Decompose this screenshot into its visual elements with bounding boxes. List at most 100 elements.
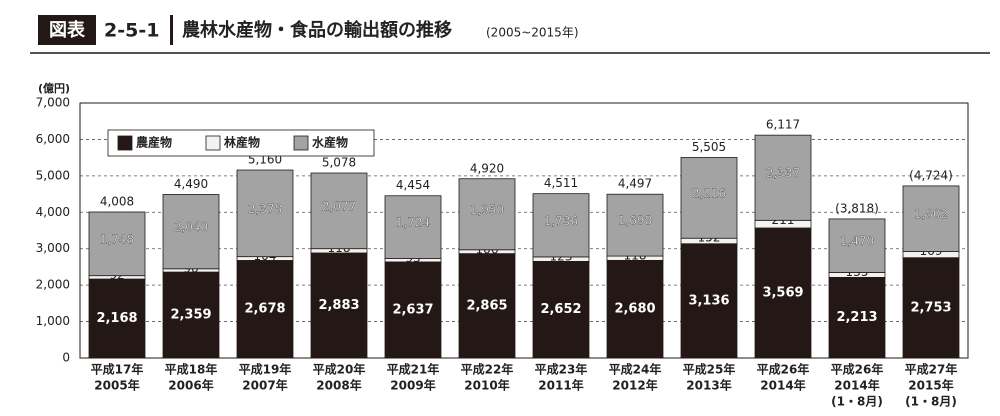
segment-label: 2,359 xyxy=(170,308,211,323)
y-axis-label: (億円) xyxy=(38,81,70,95)
segment-label: 1,748 xyxy=(100,232,134,246)
segment-label: 2,637 xyxy=(392,302,433,317)
x-tick-label: 2013年 xyxy=(686,378,731,393)
total-label: 4,920 xyxy=(470,161,504,175)
bar-segment xyxy=(828,276,886,359)
x-tick-label: 2009年 xyxy=(390,378,435,393)
title: 農林水産物・食品の輸出額の推移 xyxy=(182,19,452,41)
x-tick-label: 2007年 xyxy=(242,378,287,393)
x-tick-label: 平成17年 xyxy=(91,362,144,377)
y-tick-label: 4,000 xyxy=(36,205,70,219)
bar-segment xyxy=(680,243,738,359)
bar-segment xyxy=(902,257,960,359)
legend-label: 農産物 xyxy=(136,135,172,150)
x-tick-label: 平成20年 xyxy=(313,362,366,377)
x-tick-label: 2008年 xyxy=(316,378,361,393)
y-tick-label: 1,000 xyxy=(36,314,70,328)
bar-segment xyxy=(88,278,146,359)
badge: 図表 xyxy=(49,19,86,41)
bar-segment xyxy=(532,193,590,258)
x-tick-label: 2014年 xyxy=(760,378,805,393)
y-tick-label: 2,000 xyxy=(36,278,70,292)
x-tick-label: 平成23年 xyxy=(535,362,588,377)
total-label: 5,505 xyxy=(692,140,726,154)
bar-segment xyxy=(754,227,812,359)
x-tick-label: 2006年 xyxy=(168,378,213,393)
segment-label: 2,168 xyxy=(96,311,137,326)
bar-segment xyxy=(310,172,368,250)
segment-label: 1,802 xyxy=(914,207,948,221)
bar-segment xyxy=(458,253,516,359)
x-tick-label: 平成27年 xyxy=(905,362,958,377)
x-tick-label: 平成26年 xyxy=(757,362,810,377)
x-tick-label: 2010年 xyxy=(464,378,509,393)
total-label: 4,008 xyxy=(100,194,134,208)
bar-segment xyxy=(606,259,664,359)
bar-segment xyxy=(680,157,738,239)
segment-label: 1,698 xyxy=(618,214,652,228)
segment-label: 2,077 xyxy=(322,199,356,213)
x-tick-label: (1・8月) xyxy=(905,395,957,409)
segment-label: 2,865 xyxy=(466,298,507,313)
x-tick-label: 2011年 xyxy=(538,378,583,393)
x-tick-label: 平成26年 xyxy=(831,362,884,377)
figure-number: 2-5-1 xyxy=(104,20,159,42)
legend-label: 水産物 xyxy=(312,135,348,150)
y-tick-label: 0 xyxy=(62,351,70,365)
bar-segment xyxy=(162,271,220,359)
segment-label: 1,470 xyxy=(840,234,874,248)
total-label: 6,117 xyxy=(766,118,800,132)
total-label: 4,454 xyxy=(396,178,430,192)
total-label: 4,497 xyxy=(618,177,652,191)
x-tick-label: 平成24年 xyxy=(609,362,662,377)
segment-label: 3,136 xyxy=(688,293,729,308)
y-tick-label: 5,000 xyxy=(36,168,70,182)
subtitle: (2005~2015年) xyxy=(486,26,579,40)
segment-label: 2,678 xyxy=(244,302,285,317)
bar-segment xyxy=(532,260,590,359)
bar-segment xyxy=(384,261,442,359)
segment-label: 2,652 xyxy=(540,302,581,317)
bar-segment xyxy=(828,218,886,273)
legend-swatch xyxy=(117,135,133,151)
x-tick-label: 2005年 xyxy=(94,378,139,393)
y-tick-label: 7,000 xyxy=(36,96,70,110)
y-tick-label: 6,000 xyxy=(36,132,70,146)
x-tick-label: (1・8月) xyxy=(831,395,883,409)
bar-segment xyxy=(902,185,960,252)
legend-swatch xyxy=(293,135,309,151)
segment-label: 2,753 xyxy=(910,300,951,315)
total-label: 4,490 xyxy=(174,177,208,191)
segment-label: 1,736 xyxy=(544,214,578,228)
bar-segment xyxy=(310,252,368,359)
x-tick-label: 平成22年 xyxy=(461,362,514,377)
total-label: (4,724) xyxy=(909,168,953,182)
bar-segment xyxy=(236,260,294,359)
legend-swatch xyxy=(205,135,221,151)
plot-frame xyxy=(79,102,969,359)
badge-box xyxy=(38,15,96,45)
x-tick-label: 2014年 xyxy=(834,378,879,393)
segment-label: 2,216 xyxy=(692,186,726,200)
segment-label: 2,040 xyxy=(174,220,208,234)
x-tick-label: 平成25年 xyxy=(683,362,736,377)
bar-segment xyxy=(606,193,664,257)
legend-box xyxy=(107,129,375,157)
x-tick-label: 平成19年 xyxy=(239,362,292,377)
segment-label: 2,883 xyxy=(318,298,359,313)
x-tick-label: 平成21年 xyxy=(387,362,440,377)
bar-segment xyxy=(384,195,442,259)
segment-label: 2,680 xyxy=(614,302,655,317)
x-tick-label: 2015年 xyxy=(908,378,953,393)
bar-segment xyxy=(458,178,516,251)
x-tick-label: 平成18年 xyxy=(165,362,218,377)
segment-label: 1,950 xyxy=(470,203,504,217)
total-label: 4,511 xyxy=(544,176,578,190)
segment-label: 2,337 xyxy=(766,166,800,180)
x-tick-label: 2012年 xyxy=(612,378,657,393)
bar-segment xyxy=(162,194,220,270)
segment-label: 2,378 xyxy=(248,202,282,216)
y-tick-label: 3,000 xyxy=(36,241,70,255)
total-label: (3,818) xyxy=(835,201,879,215)
bar-segment xyxy=(88,211,146,277)
